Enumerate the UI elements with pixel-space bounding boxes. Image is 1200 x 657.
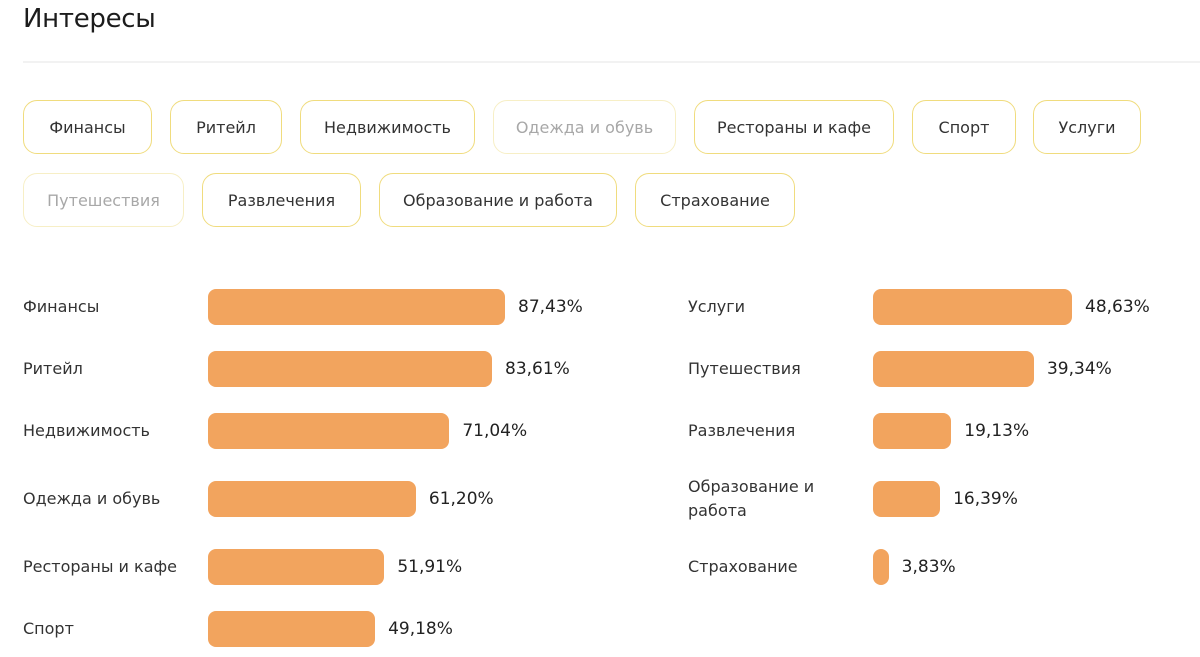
bar-category-label: Путешествия (688, 359, 801, 378)
filter-chip[interactable]: Недвижимость (300, 100, 475, 154)
bar-value-label: 16,39% (953, 489, 1018, 509)
bar-value-label: 48,63% (1085, 297, 1150, 317)
bar (873, 351, 1034, 387)
bar (208, 289, 505, 325)
divider (23, 61, 1200, 63)
bar-value-label: 39,34% (1046, 359, 1112, 379)
bar (208, 481, 416, 517)
bar-category-label: Страхование (688, 557, 798, 576)
bar (873, 549, 889, 585)
bar (208, 611, 376, 647)
bar-value-label: 51,91% (397, 557, 463, 577)
bar (208, 351, 493, 387)
bar (208, 549, 385, 585)
bar-value-label: 3,83% (901, 557, 956, 577)
bar-value-label: 71,04% (462, 421, 528, 441)
bar (873, 481, 941, 517)
bar (873, 289, 1072, 325)
bar-category-label: Финансы (23, 297, 100, 316)
bar-value-label: 19,13% (964, 421, 1030, 441)
bar-value-label: 49,18% (388, 619, 453, 639)
bar (208, 413, 450, 449)
filter-chip[interactable]: Финансы (23, 100, 152, 154)
bar-category-label: Ритейл (23, 359, 83, 378)
filter-chip[interactable]: Образование и работа (379, 173, 617, 227)
filter-chip[interactable]: Ритейл (170, 100, 282, 154)
bar-category-label: Недвижимость (23, 421, 150, 440)
filter-chip[interactable]: Рестораны и кафе (694, 100, 894, 154)
filter-chip[interactable]: Страхование (635, 173, 795, 227)
bar-value-label: 61,20% (428, 489, 494, 509)
filter-chip[interactable]: Развлечения (202, 173, 361, 227)
bar-category-label: Рестораны и кафе (23, 557, 178, 576)
bar-value-label: 87,43% (518, 297, 583, 317)
filter-chip[interactable]: Путешествия (23, 173, 184, 227)
bar (873, 413, 952, 449)
bar-category-label: Одежда и обувь (23, 489, 161, 508)
bar-value-label: 83,61% (505, 359, 570, 379)
filter-chip[interactable]: Одежда и обувь (493, 100, 676, 154)
bar-category-label: Спорт (23, 619, 74, 638)
filter-chip[interactable]: Услуги (1033, 100, 1141, 154)
bar-category-label: Услуги (688, 297, 746, 316)
bar-category-label: Развлечения (688, 421, 796, 440)
page-title: Интересы (23, 4, 156, 34)
bar-category-label: Образование и работа (688, 477, 815, 520)
filter-chip[interactable]: Спорт (912, 100, 1016, 154)
